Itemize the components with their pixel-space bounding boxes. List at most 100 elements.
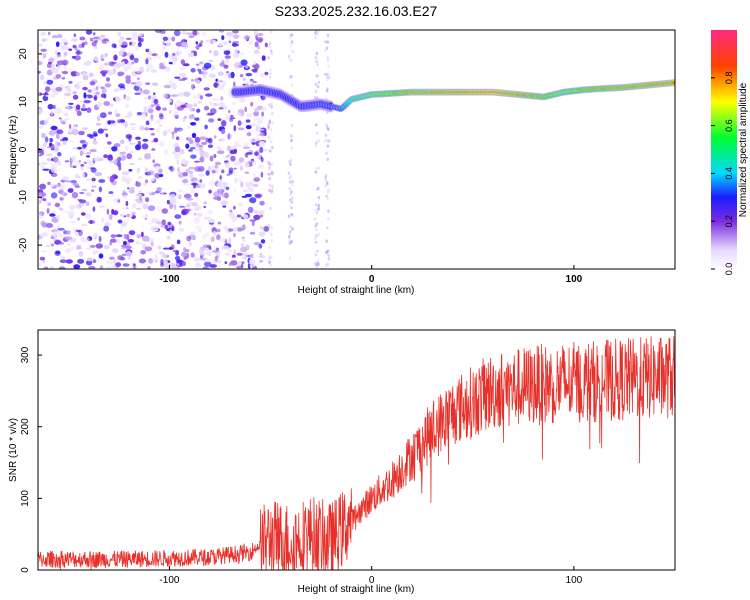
spectrogram-cell	[54, 92, 59, 96]
spectrogram-cell	[257, 45, 261, 50]
spectrogram-cell	[229, 118, 234, 122]
spectrogram-cell	[135, 207, 142, 210]
spectrogram-cell	[190, 68, 196, 73]
spectrogram-cell	[47, 146, 53, 149]
spectrogram-cell	[203, 62, 212, 69]
spectrogram-cell	[144, 127, 150, 131]
spectrogram-cell	[153, 137, 159, 143]
spectrogram-cell	[73, 204, 80, 209]
spectrogram-cell	[80, 212, 86, 216]
spectrogram-cell	[217, 84, 224, 91]
spectrogram-cell	[182, 171, 188, 177]
spectrogram-cell	[288, 187, 291, 191]
spectrogram-cell	[117, 119, 121, 124]
spectrogram-cell	[47, 103, 54, 110]
spectrogram-marks	[38, 30, 675, 269]
spectrogram-cell	[185, 168, 191, 173]
spectrogram-cell	[164, 51, 169, 58]
spectrogram-cell	[290, 83, 293, 87]
spectrogram-cell	[56, 54, 62, 58]
y-tick-label: 20	[18, 48, 29, 60]
spectrogram-cell	[189, 173, 194, 179]
spectrogram-cell	[195, 204, 202, 211]
spectrogram-cell	[208, 73, 216, 79]
spectrogram-cell	[122, 263, 130, 267]
spectrogram-cell	[147, 51, 153, 56]
spectrogram-cell	[270, 102, 273, 106]
spectrogram-cell	[287, 214, 291, 218]
spectrogram-cell	[183, 116, 187, 119]
spectrogram-cell	[289, 192, 292, 196]
spectrogram-cell	[314, 170, 318, 174]
spectrogram-cell	[314, 209, 317, 213]
y-tick-label: 300	[20, 346, 31, 363]
spectrogram-cell	[208, 118, 215, 123]
y-tick-label: -10	[18, 190, 29, 205]
spectrogram-cell	[316, 62, 319, 67]
spectrogram-cell	[128, 142, 136, 146]
spectrogram-cell	[234, 49, 239, 54]
snr-series-line	[38, 336, 675, 570]
spectrogram-cell	[213, 230, 217, 237]
spectrogram-cell	[232, 34, 240, 39]
spectrogram-cell	[103, 101, 110, 106]
spectrogram-cell	[135, 46, 139, 51]
spectrogram-cell	[81, 42, 85, 48]
spectrogram-cell	[162, 247, 169, 250]
spectrogram-cell	[268, 256, 271, 260]
spectrogram-cell	[314, 35, 317, 39]
spectrogram-cell	[60, 44, 66, 51]
spectrogram-cell	[117, 219, 123, 224]
snr-frame	[37, 329, 676, 571]
spectrogram-cell	[96, 115, 100, 122]
spectrogram-cell	[229, 117, 236, 120]
spectrogram-cell	[247, 263, 251, 269]
spectrogram-cell	[227, 133, 231, 140]
spectrogram-cell	[188, 107, 193, 113]
spectrogram-cell	[67, 243, 71, 246]
spectrogram-cell	[109, 238, 117, 243]
spectrogram-cell	[325, 46, 329, 50]
spectrogram-cell	[114, 109, 118, 114]
spectrogram-cell	[129, 150, 135, 154]
spectrogram-cell	[98, 66, 104, 70]
spectrogram-cell	[228, 109, 231, 114]
spectrogram-cell	[315, 74, 318, 78]
spectrogram-cell	[44, 119, 48, 125]
spectrogram-cell	[169, 193, 176, 199]
spectrogram-cell	[87, 257, 93, 262]
spectrogram-cell	[214, 164, 219, 169]
spectrogram-cell	[105, 221, 111, 225]
spectrogram-cell	[270, 140, 273, 144]
spectrogram-cell	[242, 239, 246, 243]
spectrogram-cell	[213, 154, 217, 158]
spectrogram-cell	[199, 179, 203, 183]
spectrogram-cell	[107, 111, 113, 115]
spectrogram-cell	[86, 155, 90, 158]
spectrogram-cell	[57, 227, 65, 231]
spectrogram-cell	[194, 217, 199, 222]
spectrogram-cell	[82, 173, 86, 179]
spectrogram-cell	[40, 48, 47, 52]
spectrogram-cell	[228, 237, 232, 244]
spectrogram-cell	[288, 238, 291, 242]
spectrogram-cell	[154, 173, 161, 179]
spectrogram-cell	[116, 161, 122, 167]
spectrogram-cell	[219, 30, 225, 33]
spectrogram-cell	[125, 37, 132, 40]
spectrogram-cell	[288, 256, 292, 260]
spectrogram-cell	[121, 253, 127, 256]
spectrogram-cell	[143, 182, 147, 187]
spectrogram-cell	[116, 238, 120, 243]
spectrogram-cell	[324, 48, 327, 53]
spectrogram-cell	[82, 144, 87, 148]
spectrogram-cell	[180, 59, 186, 65]
spectrogram-cell	[194, 166, 202, 172]
spectrogram-cell	[202, 233, 207, 240]
spectrogram-cell	[159, 192, 168, 195]
spectrogram-cell	[161, 208, 168, 214]
spectrogram-cell	[109, 103, 114, 107]
spectrogram-cell	[238, 178, 242, 182]
spectrogram-cell	[203, 248, 209, 252]
spectrogram-cell	[156, 187, 162, 194]
